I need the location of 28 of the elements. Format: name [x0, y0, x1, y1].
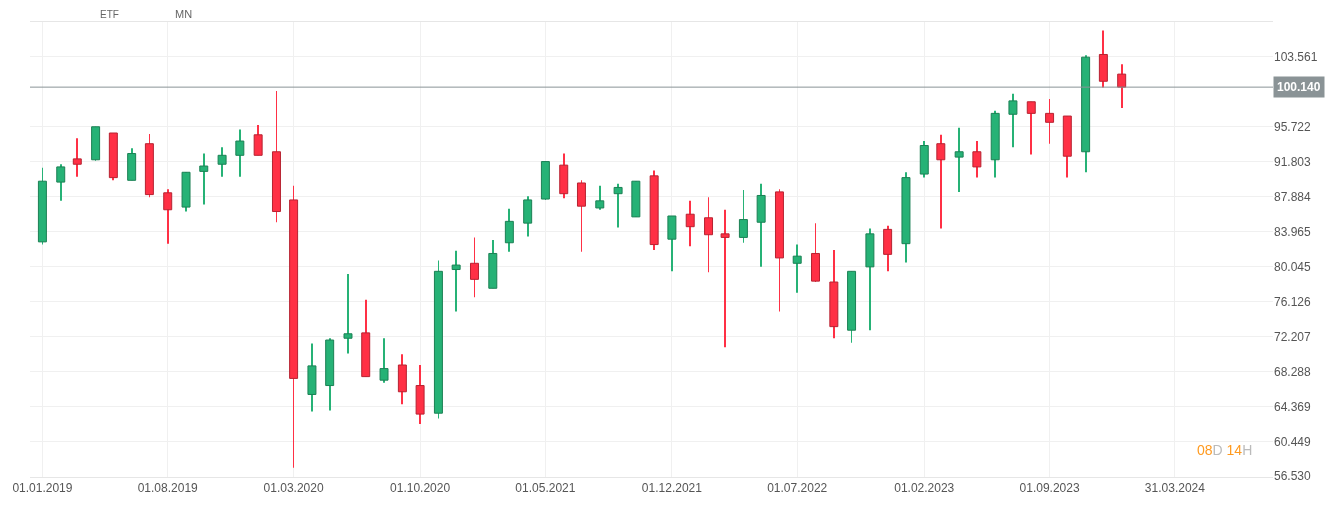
x-tick-label: 01.03.2020	[263, 481, 324, 496]
ref-line-label: 100.140	[1277, 80, 1321, 94]
candlestick	[720, 209, 730, 348]
x-tick-label: 01.01.2019	[12, 481, 73, 496]
y-tick-label: 95.722	[1274, 119, 1312, 134]
y-tick-label: 87.884	[1274, 189, 1312, 204]
y-tick-label: 103.561	[1274, 49, 1318, 64]
annotation: 08D 14H	[1197, 442, 1253, 458]
x-tick-label: 01.07.2022	[767, 481, 828, 496]
text: MN	[175, 8, 193, 20]
x-tick-label: 01.02.2023	[894, 481, 955, 496]
x-tick-label: 01.08.2019	[137, 481, 199, 496]
y-tick-label: 60.449	[1274, 434, 1312, 449]
x-tick-label: 01.10.2020	[390, 481, 451, 496]
x-tick-label: 01.12.2021	[641, 481, 703, 496]
y-tick-label: 91.803	[1274, 154, 1312, 169]
x-tick-label: 31.03.2024	[1144, 481, 1206, 496]
y-tick-label: 64.369	[1274, 399, 1312, 414]
y-tick-label: 76.126	[1274, 294, 1312, 309]
y-tick-label: 68.288	[1274, 364, 1312, 379]
y-tick-label: 72.207	[1274, 329, 1312, 344]
x-tick-label: 01.05.2021	[515, 481, 576, 496]
y-tick-label: 83.965	[1274, 224, 1312, 239]
y-tick-label: 56.530	[1274, 469, 1312, 484]
x-tick-label: 01.09.2023	[1019, 481, 1080, 496]
candlestick	[343, 273, 353, 354]
y-tick-label: 80.045	[1274, 259, 1312, 274]
text: ETF	[100, 9, 119, 20]
